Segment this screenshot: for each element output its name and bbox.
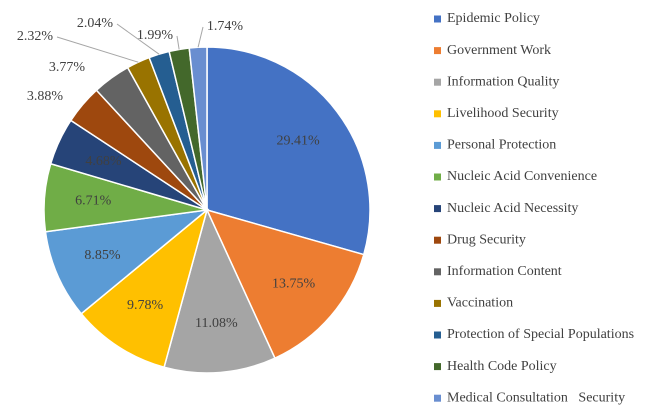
pie-slice xyxy=(205,208,365,360)
pie-slice xyxy=(44,208,210,315)
pie-slice xyxy=(80,207,209,369)
data-label: 2.04% xyxy=(77,16,114,31)
legend-swatch xyxy=(434,299,441,307)
legend-swatch xyxy=(434,173,441,181)
leader-line xyxy=(197,26,204,48)
pie-slice xyxy=(163,207,276,374)
leader-line xyxy=(176,35,180,50)
legend-swatch xyxy=(434,268,441,276)
legend-label: Health Code Policy xyxy=(447,359,557,374)
legend-label: Medical Consultation Security xyxy=(447,390,625,405)
data-label: 1.74% xyxy=(207,19,244,34)
legend-label: Government Work xyxy=(447,43,551,58)
data-label: 6.71% xyxy=(75,193,112,208)
legend-swatch xyxy=(434,394,441,402)
data-label: 3.77% xyxy=(49,60,86,75)
legend-label: Information Content xyxy=(447,264,562,279)
leader-line xyxy=(116,23,160,55)
legend-label: Information Quality xyxy=(447,74,559,89)
legend-label: Epidemic Policy xyxy=(447,11,540,26)
pie-slice xyxy=(206,46,371,256)
data-label: 8.85% xyxy=(84,248,121,263)
data-label: 11.08% xyxy=(195,316,238,331)
data-label: 1.99% xyxy=(137,28,174,43)
legend-label: Nucleic Acid Necessity xyxy=(447,201,578,216)
data-label: 29.41% xyxy=(276,133,320,148)
legend-label: Nucleic Acid Convenience xyxy=(447,169,597,184)
legend-label: Protection of Special Populations xyxy=(447,327,634,342)
leader-line xyxy=(56,36,139,63)
legend-swatch xyxy=(434,47,441,55)
legend-swatch xyxy=(434,78,441,86)
legend-label: Drug Security xyxy=(447,232,526,247)
legend-swatch xyxy=(434,15,441,23)
data-label: 9.78% xyxy=(127,298,164,313)
legend-swatch xyxy=(434,363,441,371)
data-label: 13.75% xyxy=(272,277,316,292)
data-label: 3.88% xyxy=(27,89,64,104)
legend-swatch xyxy=(434,236,441,244)
legend-label: Livelihood Security xyxy=(447,106,559,121)
data-label: 4.68% xyxy=(85,154,122,169)
legend-label: Vaccination xyxy=(447,296,513,311)
legend-swatch xyxy=(434,141,441,149)
legend-swatch xyxy=(434,110,441,118)
legend-swatch xyxy=(434,331,441,339)
data-label: 2.32% xyxy=(17,29,54,44)
pie-slice xyxy=(188,46,208,211)
legend-label: Personal Protection xyxy=(447,138,556,153)
legend-swatch xyxy=(434,205,441,213)
